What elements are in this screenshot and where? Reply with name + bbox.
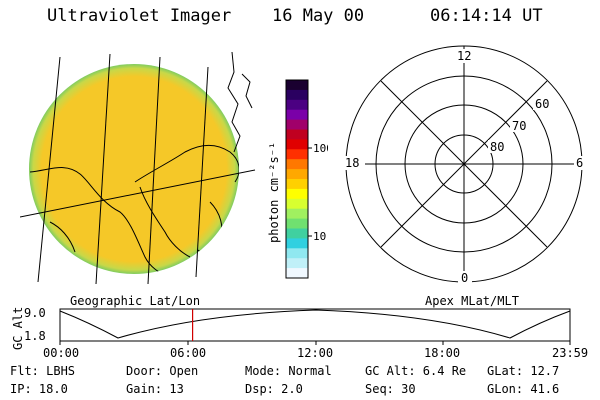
color-bar-swatch bbox=[286, 169, 308, 180]
color-bar-swatch bbox=[286, 89, 308, 101]
color-bar-swatches bbox=[286, 80, 308, 279]
color-bar-swatch bbox=[286, 258, 308, 269]
altitude-curve bbox=[59, 309, 571, 339]
timeline-xtick-1200: 12:00 bbox=[297, 346, 334, 360]
colorbar-tick-10: 10 bbox=[313, 230, 326, 243]
timeline-ytick-bottom: 1.8 bbox=[24, 329, 46, 343]
seq-info: Seq: 30 bbox=[365, 382, 416, 396]
polar-label-0: 0 bbox=[461, 271, 468, 285]
color-bar-swatch bbox=[286, 139, 308, 150]
globe-disk bbox=[29, 64, 239, 274]
color-bar-swatch bbox=[286, 268, 308, 279]
timeline-xtick-1800: 18:00 bbox=[424, 346, 461, 360]
filter-info: Flt: LBHS bbox=[10, 364, 76, 378]
timeline-xtick-2359: 23:59 bbox=[552, 346, 589, 360]
color-bar-swatch bbox=[286, 109, 308, 121]
color-bar-swatch bbox=[286, 228, 308, 239]
color-bar-swatch bbox=[286, 198, 308, 210]
mode-info: Mode: Normal bbox=[245, 364, 332, 378]
timeline-left-title: Geographic Lat/Lon bbox=[70, 294, 201, 308]
polar-label-70: 70 bbox=[512, 119, 526, 133]
earth-image bbox=[20, 52, 256, 285]
date-label: 16 May 00 bbox=[272, 6, 365, 26]
timeline-right-title: Apex MLat/MLT bbox=[425, 294, 519, 308]
color-bar-swatch bbox=[286, 119, 308, 130]
polar-label-12: 12 bbox=[457, 49, 471, 63]
ip-info: IP: 18.0 bbox=[10, 382, 68, 396]
glat-info: GLat: 12.7 bbox=[487, 364, 560, 378]
gc-alt-info: GC Alt: 6.4 Re bbox=[365, 364, 467, 378]
dsp-info: Dsp: 2.0 bbox=[245, 382, 303, 396]
color-bar-swatch bbox=[286, 179, 308, 190]
polar-label-6: 6 bbox=[576, 156, 583, 170]
polar-label-80: 80 bbox=[490, 140, 504, 154]
color-bar-swatch bbox=[286, 149, 308, 160]
colorbar-unit-label: photon cm⁻²s⁻¹ bbox=[267, 142, 281, 243]
polar-label-18: 18 bbox=[345, 156, 359, 170]
instrument-title: Ultraviolet Imager bbox=[47, 6, 232, 26]
limb-coastline bbox=[227, 52, 253, 153]
color-bar-swatch bbox=[286, 99, 308, 111]
gain-info: Gain: 13 bbox=[126, 382, 184, 396]
color-bar-swatch bbox=[286, 208, 308, 220]
coastlines bbox=[29, 144, 239, 274]
color-bar-swatch bbox=[286, 80, 308, 91]
glon-info: GLon: 41.6 bbox=[487, 382, 560, 396]
polar-diagonal-2 bbox=[380, 80, 548, 248]
lat-lon-grid bbox=[20, 53, 256, 285]
timeline-xtick-0000: 00:00 bbox=[43, 346, 80, 360]
polar-label-60: 60 bbox=[535, 97, 549, 111]
color-bar-swatch bbox=[286, 188, 308, 200]
color-bar-swatch bbox=[286, 238, 308, 249]
colorbar-tick-100: 100 bbox=[313, 142, 328, 155]
timeline-xtick-0600: 06:00 bbox=[170, 346, 207, 360]
color-bar: 100 10 photon cm⁻²s⁻¹ bbox=[267, 79, 328, 279]
time-label: 06:14:14 UT bbox=[430, 6, 543, 26]
color-bar-swatch bbox=[286, 218, 308, 229]
polar-plot: 12 0 18 6 60 70 80 bbox=[343, 45, 586, 285]
color-bar-swatch bbox=[286, 159, 308, 170]
timeline-ylabel: GC Alt bbox=[11, 307, 25, 350]
timeline-frame bbox=[59, 308, 571, 342]
door-info: Door: Open bbox=[126, 364, 199, 378]
color-bar-swatch bbox=[286, 248, 308, 259]
timeline-plot: GC Alt 9.0 1.8 bbox=[11, 306, 571, 350]
color-bar-swatch bbox=[286, 129, 308, 140]
timeline-ytick-top: 9.0 bbox=[24, 306, 46, 320]
